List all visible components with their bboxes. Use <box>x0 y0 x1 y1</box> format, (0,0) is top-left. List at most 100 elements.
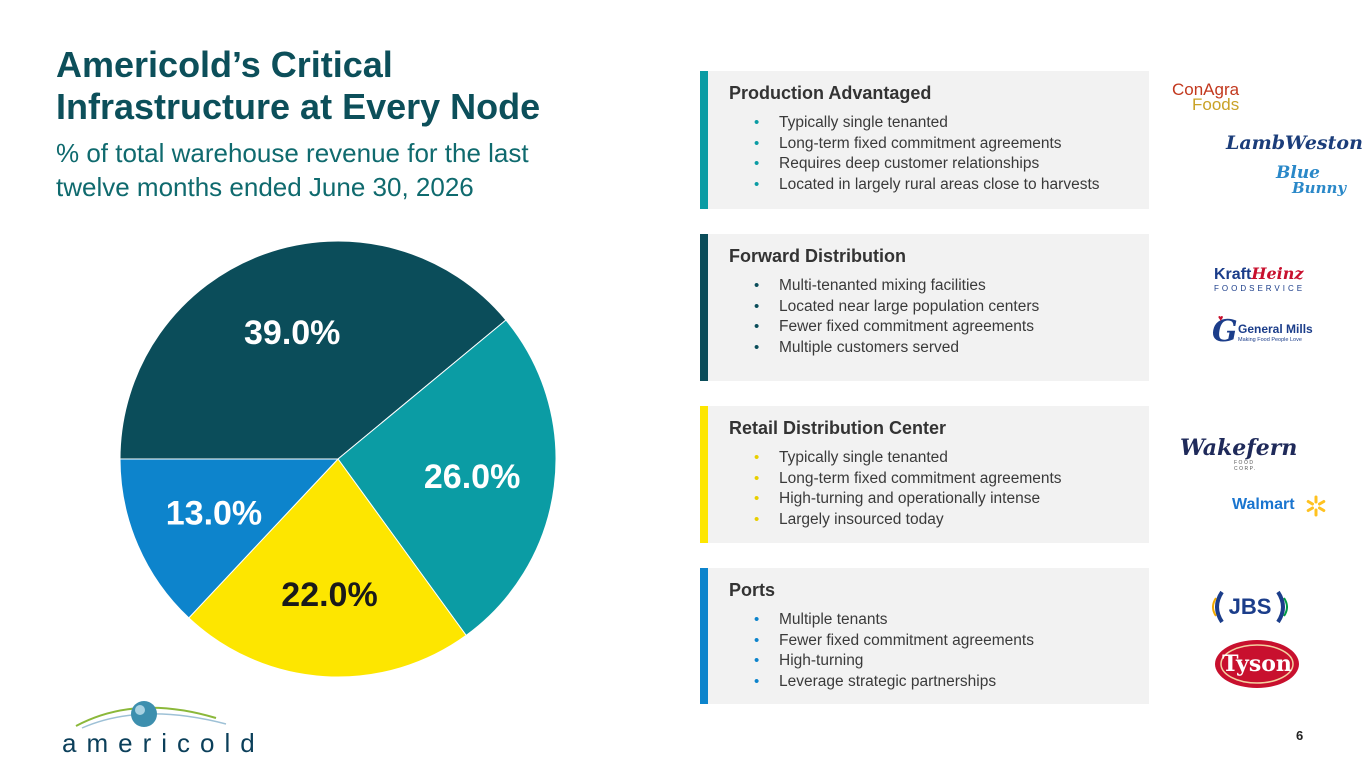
pie-data-label: 22.0% <box>281 576 377 614</box>
bullet-item: • High-turning <box>729 651 1149 672</box>
walmart-logo: Walmart <box>1232 494 1332 518</box>
page-title: Americold’s Critical Infrastructure at E… <box>56 44 656 128</box>
jbs-logo: JBS <box>1212 590 1288 624</box>
bullet-dot-icon: • <box>754 318 760 335</box>
conagra-logo-line1: ConAgra <box>1172 80 1240 99</box>
pie-slice-1 <box>337 319 557 637</box>
pie-slice-2 <box>188 458 467 678</box>
bullet-dot-icon: • <box>754 175 760 193</box>
bullet-text: Multiple tenants <box>779 611 888 628</box>
heinz-wordmark: Heinz <box>1251 264 1304 283</box>
pie-slice-3 <box>119 458 340 619</box>
tyson-logo: Tyson <box>1214 639 1300 689</box>
bullet-dot-icon: • <box>754 510 760 528</box>
pie-data-label: 26.0% <box>424 458 520 496</box>
conagra-logo: ConAgra Foods <box>1172 80 1242 114</box>
pie-data-label: 39.0% <box>244 314 340 352</box>
bullet-dot-icon: • <box>754 672 760 690</box>
bullet-item: • Multi-tenanted mixing facilities <box>729 276 1149 297</box>
card-accent-bar <box>700 406 708 543</box>
card-accent-bar <box>700 71 708 209</box>
card-retail-distribution-center: Retail Distribution Center • Typically si… <box>700 406 1149 543</box>
bullet-text: Multi-tenanted mixing facilities <box>779 277 986 294</box>
bullet-dot-icon: • <box>754 277 760 294</box>
bullet-item: • Typically single tenanted <box>729 448 1149 469</box>
bullet-text: High-turning and operationally intense <box>779 490 1041 507</box>
bullet-dot-icon: • <box>754 155 760 172</box>
bullet-item: • Long-term fixed commitment agreements <box>729 134 1149 155</box>
card-ports: Ports • Multiple tenants • Fewer fixed com… <box>700 568 1149 704</box>
bluebunny-logo-line2: Bunny <box>1292 179 1347 197</box>
bullet-text: Largely insourced today <box>779 510 944 528</box>
card-accent-bar <box>700 568 708 704</box>
bullet-item: • Requires deep customer relationships <box>729 154 1149 175</box>
jbs-brackets-icon <box>1212 590 1288 624</box>
bullet-dot-icon: • <box>754 652 760 669</box>
bullet-text: High-turning <box>779 652 864 669</box>
card-forward-distribution: Forward Distribution • Multi-tenanted mix… <box>700 234 1149 381</box>
lambweston-logo: LambWeston <box>1226 132 1363 154</box>
wakefern-subtext: FOOD CORP. <box>1234 460 1257 472</box>
page-number: 6 <box>1296 728 1304 743</box>
kraftheinz-logo: KraftHeinz FOODSERVICE <box>1214 264 1306 294</box>
bullet-item: • Largely insourced today <box>729 510 1149 531</box>
conagra-logo-line2: Foods <box>1192 95 1240 114</box>
pie-data-label: 13.0% <box>166 495 262 533</box>
bullet-item: • Long-term fixed commitment agreements <box>729 469 1149 490</box>
subtitle-line-1: % of total warehouse revenue for the las… <box>56 138 529 168</box>
bullet-dot-icon: • <box>754 114 760 131</box>
bullet-item: • Fewer fixed commitment agreements <box>729 631 1149 652</box>
bullet-dot-icon: • <box>754 631 760 649</box>
card-title: Production Advantaged <box>729 83 932 103</box>
bullet-text: Long-term fixed commitment agreements <box>779 134 1062 152</box>
bullet-text: Fewer fixed commitment agreements <box>779 318 1034 335</box>
bluebunny-logo: Blue Bunny <box>1276 163 1347 197</box>
card-accent-bar <box>700 234 708 381</box>
bullet-item: • Fewer fixed commitment agreements <box>729 317 1149 338</box>
bullet-list: • Multi-tenanted mixing facilities • Locat… <box>729 276 1149 358</box>
pie-slice-0 <box>119 240 507 460</box>
card-production-advantaged: Production Advantaged • Typically single … <box>700 71 1149 209</box>
bullet-dot-icon: • <box>754 338 760 356</box>
title-line-2: Infrastructure at Every Node <box>56 86 541 127</box>
bullet-text: Requires deep customer relationships <box>779 155 1040 172</box>
generalmills-g-icon: G <box>1212 314 1238 349</box>
bullet-text: Long-term fixed commitment agreements <box>779 469 1062 487</box>
bullet-text: Located near large population centers <box>779 297 1040 315</box>
title-line-1: Americold’s Critical <box>56 44 393 85</box>
bullet-item: • Leverage strategic partnerships <box>729 672 1149 693</box>
wakefern-wordmark: Wakefern <box>1180 435 1298 461</box>
heart-icon: ♥ <box>1218 313 1224 323</box>
bullet-list: • Multiple tenants • Fewer fixed commitmen… <box>729 610 1149 692</box>
walmart-wordmark: Walmart <box>1232 496 1295 513</box>
americold-brand-logo: americold <box>56 696 255 758</box>
bullet-text: Typically single tenanted <box>779 114 948 131</box>
americold-wordmark: americold <box>62 728 265 758</box>
bullet-list: • Typically single tenanted • Long-term fi… <box>729 448 1149 530</box>
kraft-wordmark: Kraft <box>1214 266 1252 283</box>
bluebunny-logo-line1: Blue <box>1276 163 1321 183</box>
bullet-list: • Typically single tenanted • Long-term fi… <box>729 113 1149 195</box>
bullet-item: • High-turning and operationally intense <box>729 489 1149 510</box>
bullet-dot-icon: • <box>754 469 760 487</box>
bullet-item: • Located near large population centers <box>729 297 1149 318</box>
bullet-text: Located in largely rural areas close to … <box>779 175 1100 193</box>
tyson-oval-icon <box>1215 640 1299 688</box>
jbs-wordmark: JBS <box>1228 594 1272 619</box>
bullet-dot-icon: • <box>754 134 760 152</box>
bullet-item: • Typically single tenanted <box>729 113 1149 134</box>
page-subtitle: % of total warehouse revenue for the las… <box>56 136 636 204</box>
bullet-text: Typically single tenanted <box>779 449 948 466</box>
card-title: Ports <box>729 580 776 600</box>
subtitle-line-2: twelve months ended June 30, 2026 <box>56 172 474 202</box>
card-title: Retail Distribution Center <box>729 418 947 438</box>
bullet-dot-icon: • <box>754 449 760 466</box>
walmart-spark-icon <box>1306 495 1326 517</box>
bullet-text: Multiple customers served <box>779 338 960 356</box>
bullet-dot-icon: • <box>754 297 760 315</box>
bullet-item: • Located in largely rural areas close to… <box>729 175 1149 196</box>
tyson-wordmark: Tyson <box>1222 651 1292 677</box>
bullet-item: • Multiple customers served <box>729 338 1149 359</box>
wakefern-logo: Wakefern FOOD CORP. <box>1180 435 1298 472</box>
kraft-foodservice-text: FOODSERVICE <box>1214 284 1306 293</box>
